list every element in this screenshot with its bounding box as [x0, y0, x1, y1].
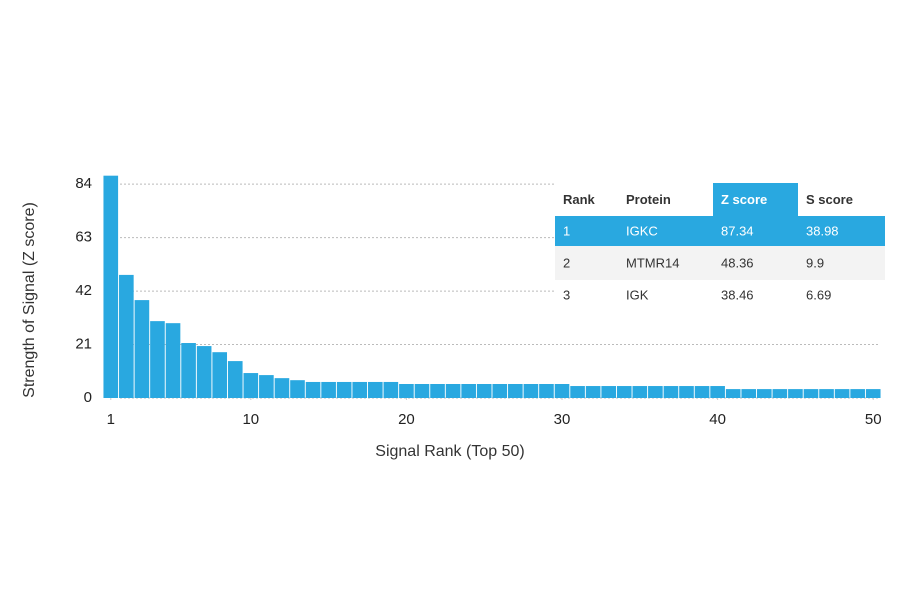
bar [399, 384, 414, 398]
y-tick-label: 84 [75, 175, 92, 192]
x-tick-label: 50 [865, 411, 882, 428]
bar [103, 175, 119, 398]
x-axis-label: Signal Rank (Top 50) [375, 443, 524, 460]
bar [648, 386, 663, 398]
table-cell: MTMR14 [626, 255, 679, 270]
bar [679, 386, 694, 398]
bar [274, 378, 290, 398]
x-tick-label: 1 [107, 411, 115, 428]
bar [803, 389, 819, 398]
bar [819, 389, 834, 398]
bar [305, 381, 321, 398]
table-cell: 87.34 [721, 223, 754, 238]
header-highlight [713, 183, 798, 216]
bar [352, 381, 368, 398]
x-tick-label: 10 [242, 411, 259, 428]
bar [756, 389, 772, 398]
table-cell: 38.98 [806, 223, 839, 238]
table-row [555, 280, 885, 310]
y-axis-label: Strength of Signal (Z score) [21, 202, 38, 398]
table-cell: 1 [563, 223, 570, 238]
table-cell: 2 [563, 255, 570, 270]
y-tick-label: 42 [75, 282, 92, 299]
bar [336, 381, 352, 398]
bar [430, 384, 445, 398]
bar [383, 381, 399, 398]
bar [476, 384, 492, 398]
column-header: Protein [626, 192, 671, 207]
bar [321, 381, 336, 398]
y-tick-label: 0 [84, 389, 92, 406]
table-cell: IGK [626, 287, 649, 302]
column-header: S score [806, 192, 853, 207]
bar [834, 389, 850, 398]
bar [725, 389, 741, 398]
bar [150, 321, 165, 398]
bar [119, 274, 134, 398]
bar [850, 389, 865, 398]
bar [243, 373, 259, 398]
table-cell: 6.69 [806, 287, 831, 302]
x-tick-label: 30 [554, 411, 571, 428]
table-row [555, 246, 885, 280]
bar [663, 386, 679, 398]
bar [741, 389, 757, 398]
bar [601, 386, 617, 398]
bar [570, 386, 585, 398]
bar [445, 384, 461, 398]
bar [585, 386, 601, 398]
table-row [555, 216, 885, 246]
bar [414, 384, 430, 398]
bar [181, 343, 196, 398]
bar [616, 386, 632, 398]
bar [788, 389, 803, 398]
bar [134, 300, 150, 398]
bar [539, 384, 554, 398]
bar [461, 384, 476, 398]
bar [259, 375, 274, 398]
bar [212, 352, 228, 398]
column-header: Rank [563, 192, 596, 207]
bar [523, 384, 539, 398]
table-cell: 3 [563, 287, 570, 302]
bar [710, 386, 725, 398]
bar [290, 380, 305, 398]
bar [694, 386, 710, 398]
bar [367, 381, 383, 398]
bar [632, 386, 648, 398]
x-tick-label: 20 [398, 411, 415, 428]
bar [865, 389, 881, 398]
bar [772, 389, 788, 398]
y-tick-label: 21 [75, 336, 92, 353]
table-cell: 9.9 [806, 255, 824, 270]
bar [165, 323, 181, 398]
bar [554, 384, 570, 398]
bar [508, 384, 523, 398]
table-cell: 38.46 [721, 287, 754, 302]
bar [227, 361, 243, 398]
x-tick-label: 40 [709, 411, 726, 428]
bar [196, 346, 212, 398]
bar [492, 384, 508, 398]
table-cell: 48.36 [721, 255, 754, 270]
column-header: Z score [721, 192, 767, 207]
table-cell: IGKC [626, 223, 658, 238]
y-tick-label: 63 [75, 229, 92, 246]
